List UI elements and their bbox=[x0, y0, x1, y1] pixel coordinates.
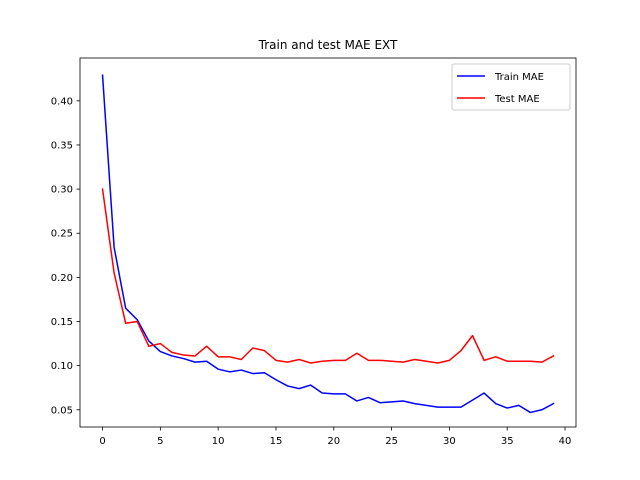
x-tick-label: 30 bbox=[443, 436, 456, 447]
x-tick-label: 0 bbox=[99, 436, 105, 447]
y-tick-label: 0.05 bbox=[51, 405, 73, 416]
y-tick-label: 0.40 bbox=[51, 96, 73, 107]
series-line-test-mae bbox=[101, 188, 555, 364]
y-tick-label: 0.25 bbox=[51, 229, 73, 240]
x-tick-label: 25 bbox=[385, 436, 398, 447]
x-tick-label: 35 bbox=[501, 436, 514, 447]
legend-label: Train MAE bbox=[494, 72, 544, 83]
x-tick-label: 40 bbox=[559, 436, 572, 447]
plot-area: 0 5 10 15 20 25 30 35 40 0.05 0.10 0.15 0.20 0.25 0.30… bbox=[51, 57, 577, 447]
series-line-train-mae bbox=[101, 74, 555, 414]
legend-label: Test MAE bbox=[494, 94, 540, 105]
axes-frame bbox=[79, 57, 577, 428]
y-tick-label: 0.10 bbox=[51, 361, 73, 372]
chart-title: Train and test MAE EXT bbox=[258, 38, 398, 52]
y-tick-label: 0.30 bbox=[51, 185, 73, 196]
x-tick-label: 20 bbox=[327, 436, 340, 447]
x-tick-label: 10 bbox=[212, 436, 225, 447]
y-tick-label: 0.35 bbox=[51, 140, 73, 151]
y-tick-label: 0.15 bbox=[51, 317, 73, 328]
x-tick-label: 15 bbox=[270, 436, 283, 447]
x-tick-label: 5 bbox=[157, 436, 163, 447]
y-tick-label: 0.20 bbox=[51, 273, 73, 284]
